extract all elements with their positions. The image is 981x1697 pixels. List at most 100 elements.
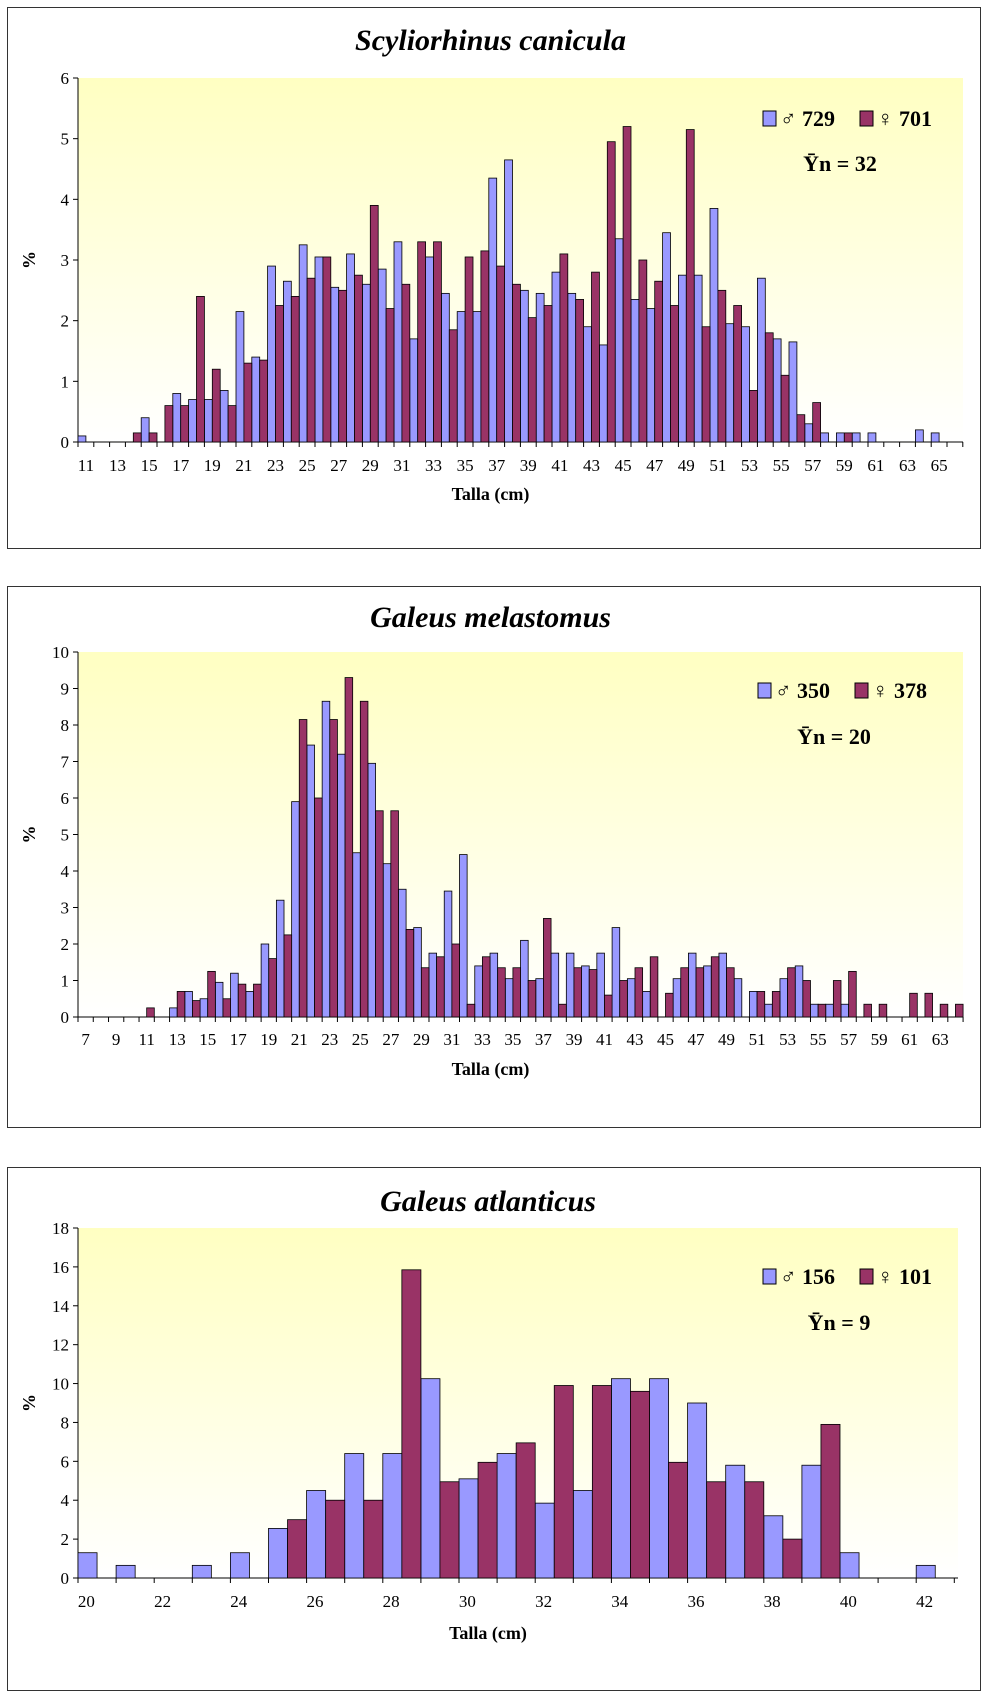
bar-female-22: [314, 797, 323, 1018]
bar-female-39: [573, 967, 582, 1018]
bar-male-50: [693, 274, 703, 443]
bar-male-60: [851, 432, 861, 443]
x-tick-label: 34: [611, 1592, 629, 1611]
bar-male-27: [344, 1453, 365, 1579]
bar-female-38: [558, 1003, 567, 1018]
x-tick-label: 47: [688, 1030, 706, 1049]
y-tick-label: 6: [61, 69, 70, 88]
bar-female-21: [243, 362, 253, 443]
x-tick-label: 51: [709, 456, 726, 475]
y-tick-label: 9: [61, 680, 70, 699]
bar-male-32: [459, 854, 468, 1018]
x-tick-label: 29: [362, 456, 379, 475]
bar-male-19: [260, 943, 270, 1018]
bar-female-32: [417, 241, 427, 443]
bar-male-27: [330, 286, 340, 443]
bar-female-17: [237, 983, 247, 1018]
bar-male-31: [443, 890, 453, 1018]
x-tick-label: 15: [199, 1030, 216, 1049]
bar-male-30: [458, 1478, 479, 1579]
bar-female-33: [433, 241, 442, 443]
legend-swatch-male: [762, 1268, 777, 1285]
bar-male-26: [306, 1490, 327, 1579]
bar-male-42: [915, 1564, 936, 1579]
y-tick-label: 4: [61, 1491, 70, 1510]
bar-female-19: [268, 958, 277, 1018]
bar-male-48: [662, 232, 671, 443]
bar-male-56: [825, 1003, 834, 1018]
bar-male-15: [140, 417, 150, 443]
bar-male-44: [599, 344, 608, 443]
bar-male-32: [409, 338, 419, 443]
bar-female-23: [329, 719, 338, 1018]
legend-swatch-female: [859, 1268, 874, 1285]
bar-female-30: [477, 1461, 498, 1579]
bar-female-40: [588, 969, 598, 1018]
legend-label-female: ♀ 101: [877, 1264, 932, 1289]
x-tick-label: 53: [779, 1030, 796, 1049]
bar-female-30: [436, 956, 445, 1018]
x-tick-label: 35: [457, 456, 474, 475]
x-tick-label: 38: [764, 1592, 781, 1611]
bar-female-39: [820, 1423, 841, 1579]
bar-male-28: [398, 888, 407, 1018]
bar-female-35: [464, 256, 474, 443]
y-axis-label: %: [19, 251, 39, 269]
bar-male-39: [520, 289, 529, 443]
y-tick-label: 4: [61, 862, 70, 881]
bar-female-35: [668, 1461, 688, 1579]
bar-male-41: [551, 271, 561, 443]
bar-female-25: [359, 700, 369, 1018]
bar-female-27: [338, 289, 348, 443]
bar-female-30: [385, 308, 395, 443]
bar-male-48: [703, 965, 712, 1018]
bar-male-37: [488, 177, 498, 443]
x-tick-label: 36: [687, 1592, 704, 1611]
chart-panel-galeus-atlanticus: Galeus atlanticus 0 2 4 6 8 10 12 14 16 18 20 22 24 26…: [7, 1167, 981, 1691]
bar-female-46: [680, 967, 689, 1018]
bar-male-53: [779, 978, 788, 1018]
bar-female-57: [812, 402, 822, 443]
bar-female-41: [559, 253, 569, 443]
x-axis-label: Talla (cm): [449, 1623, 527, 1644]
chart-panel-galeus-melastomus: Galeus melastomus 0 1 2 3 4 5 6 7 8 9 10 7 9 11 13 15 17 1…: [7, 586, 981, 1128]
x-tick-label: 13: [109, 456, 126, 475]
bar-male-11: [77, 435, 87, 443]
bar-male-21: [235, 311, 245, 443]
bar-female-59: [843, 432, 853, 443]
bar-female-34: [448, 329, 458, 443]
bar-male-37: [725, 1464, 746, 1579]
x-tick-label: 61: [901, 1030, 918, 1049]
bar-female-26: [375, 810, 384, 1018]
y-tick-label: 5: [61, 130, 70, 149]
legend-swatch-female: [859, 110, 874, 127]
bar-female-14: [192, 1000, 201, 1018]
x-tick-label: 33: [425, 456, 442, 475]
mean-label: Ȳn = 20: [797, 724, 871, 749]
bar-male-14: [184, 991, 193, 1018]
bar-male-15: [199, 998, 209, 1018]
bar-female-51: [717, 289, 727, 443]
bar-female-39: [527, 317, 537, 443]
bar-female-54: [764, 332, 774, 443]
bar-male-25: [268, 1528, 288, 1579]
y-tick-label: 1: [61, 972, 70, 991]
x-tick-label: 43: [583, 456, 600, 475]
bar-female-24: [290, 295, 300, 443]
bar-female-57: [848, 970, 857, 1018]
bar-male-35: [504, 978, 514, 1018]
x-tick-label: 20: [78, 1592, 95, 1611]
bar-female-55: [780, 374, 790, 443]
x-tick-label: 39: [520, 456, 537, 475]
bar-female-29: [369, 204, 379, 443]
bar-female-33: [591, 1385, 612, 1579]
bar-male-36: [520, 939, 529, 1018]
bar-male-22: [251, 356, 261, 443]
bar-male-13: [169, 1007, 178, 1018]
legend-swatch-male: [762, 110, 777, 127]
bar-female-24: [344, 677, 354, 1018]
chart-title: Scyliorhinus canicula: [355, 24, 626, 57]
x-tick-label: 15: [141, 456, 158, 475]
bar-female-21: [298, 719, 308, 1018]
